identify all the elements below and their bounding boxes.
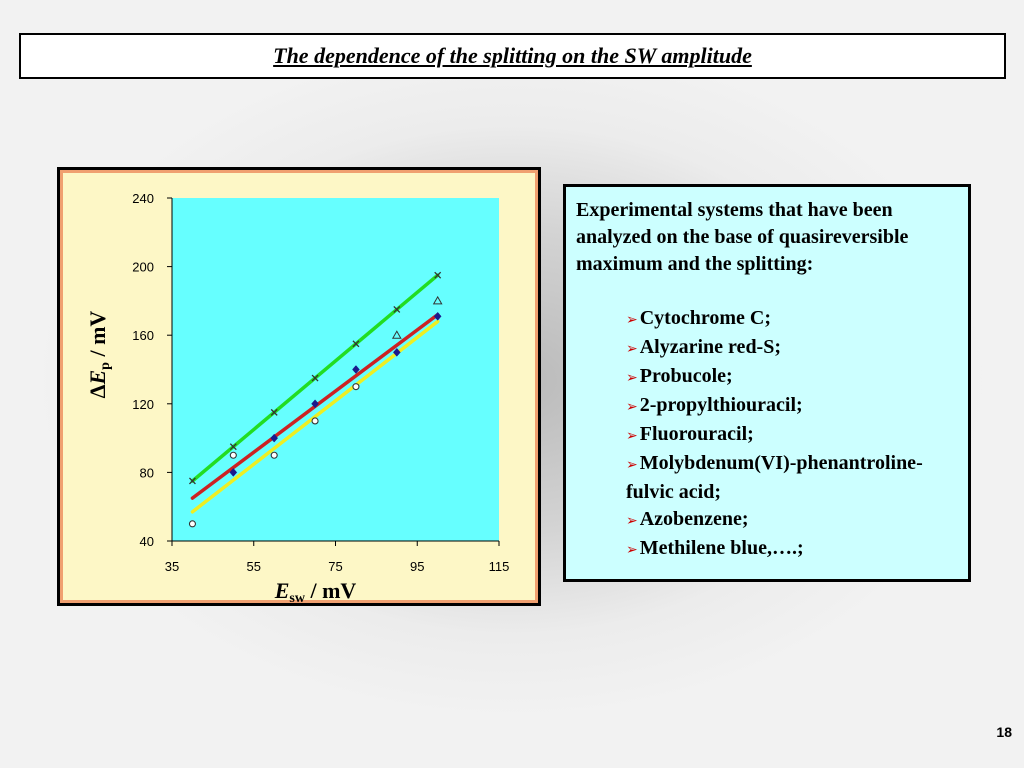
x-tick-label: 75 (328, 559, 342, 574)
data-point-cross (434, 271, 442, 279)
system-item: ➢ Methilene blue,….; (626, 535, 958, 564)
system-item: ➢ Molybdenum(VI)-phenantroline-fulvic aci… (626, 450, 958, 506)
systems-list: ➢ Cytochrome C; ➢ Alyzarine red-S; ➢ Probucol… (576, 305, 958, 564)
data-point-circle (311, 417, 319, 425)
slide-title: The dependence of the splitting on the S… (273, 43, 752, 68)
system-label: Fluorouracil; (639, 423, 754, 445)
data-point-circle (352, 383, 360, 391)
system-label: Alyzarine red-S; (639, 336, 782, 358)
y-tick-label: 120 (132, 397, 154, 412)
system-label: Molybdenum(VI)-phenantroline-fulvic acid… (626, 452, 923, 503)
data-point-diamond (392, 347, 401, 357)
system-item: ➢ Probucole; (626, 363, 958, 392)
info-intro: Experimental systems that have been anal… (576, 199, 909, 275)
arrow-bullet-icon: ➢ (626, 457, 638, 473)
data-point-triangle (432, 295, 443, 305)
scatter-chart: 40 80 120 160 200 240 35 55 75 95 115 Esw / mV ΔEp /… (85, 191, 510, 603)
system-item: ➢ Cytochrome C; (626, 305, 958, 334)
system-label: Cytochrome C; (639, 307, 771, 329)
data-point-cross (188, 477, 196, 485)
data-point-circle (270, 451, 278, 459)
arrow-bullet-icon: ➢ (626, 370, 638, 386)
system-label: 2-propylthiouracil; (639, 394, 803, 416)
data-point-triangle (391, 330, 402, 339)
arrow-bullet-icon: ➢ (626, 428, 638, 444)
x-tick-label: 115 (489, 559, 510, 574)
data-point-cross (393, 306, 401, 313)
data-point-diamond (229, 468, 238, 477)
system-label: Azobenzene; (639, 508, 749, 530)
y-tick-label: 200 (132, 260, 154, 275)
arrow-bullet-icon: ➢ (626, 312, 638, 328)
data-point-diamond (433, 311, 442, 321)
arrow-bullet-icon: ➢ (626, 341, 638, 357)
x-tick-label: 95 (410, 559, 424, 574)
arrow-bullet-icon: ➢ (626, 399, 638, 415)
data-point-circle (229, 451, 237, 459)
arrow-bullet-icon: ➢ (626, 513, 638, 529)
arrow-bullet-icon: ➢ (626, 542, 638, 558)
x-axis-title: Esw / mV (274, 578, 357, 603)
y-tick-label: 240 (132, 191, 154, 206)
system-item: ➢ 2-propylthiouracil; (626, 392, 958, 421)
page-number: 18 (996, 724, 1012, 740)
data-point-cross (311, 374, 319, 382)
y-axis-title: ΔEp / mV (85, 311, 113, 399)
info-box: Experimental systems that have been anal… (563, 184, 971, 582)
data-point-cross (352, 340, 360, 348)
chart-frame: 40 80 120 160 200 240 35 55 75 95 115 Esw / mV ΔEp /… (57, 167, 541, 606)
data-point-cross (229, 443, 237, 451)
x-tick-label: 35 (165, 559, 179, 574)
data-point-cross (270, 408, 278, 416)
system-item: ➢ Azobenzene; (626, 506, 958, 535)
y-tick-label: 40 (140, 534, 154, 549)
system-item: ➢ Alyzarine red-S; (626, 334, 958, 363)
title-box: The dependence of the splitting on the S… (19, 33, 1006, 79)
y-tick-label: 160 (132, 328, 154, 343)
system-label: Probucole; (639, 365, 733, 387)
system-label: Methilene blue,….; (639, 537, 804, 559)
data-point-diamond (352, 365, 360, 374)
system-item: ➢ Fluorouracil; (626, 421, 958, 450)
data-point-diamond (270, 433, 279, 443)
data-point-circle (188, 520, 196, 528)
y-tick-label: 80 (140, 465, 154, 480)
x-tick-label: 55 (247, 559, 261, 574)
data-point-diamond (311, 399, 319, 409)
